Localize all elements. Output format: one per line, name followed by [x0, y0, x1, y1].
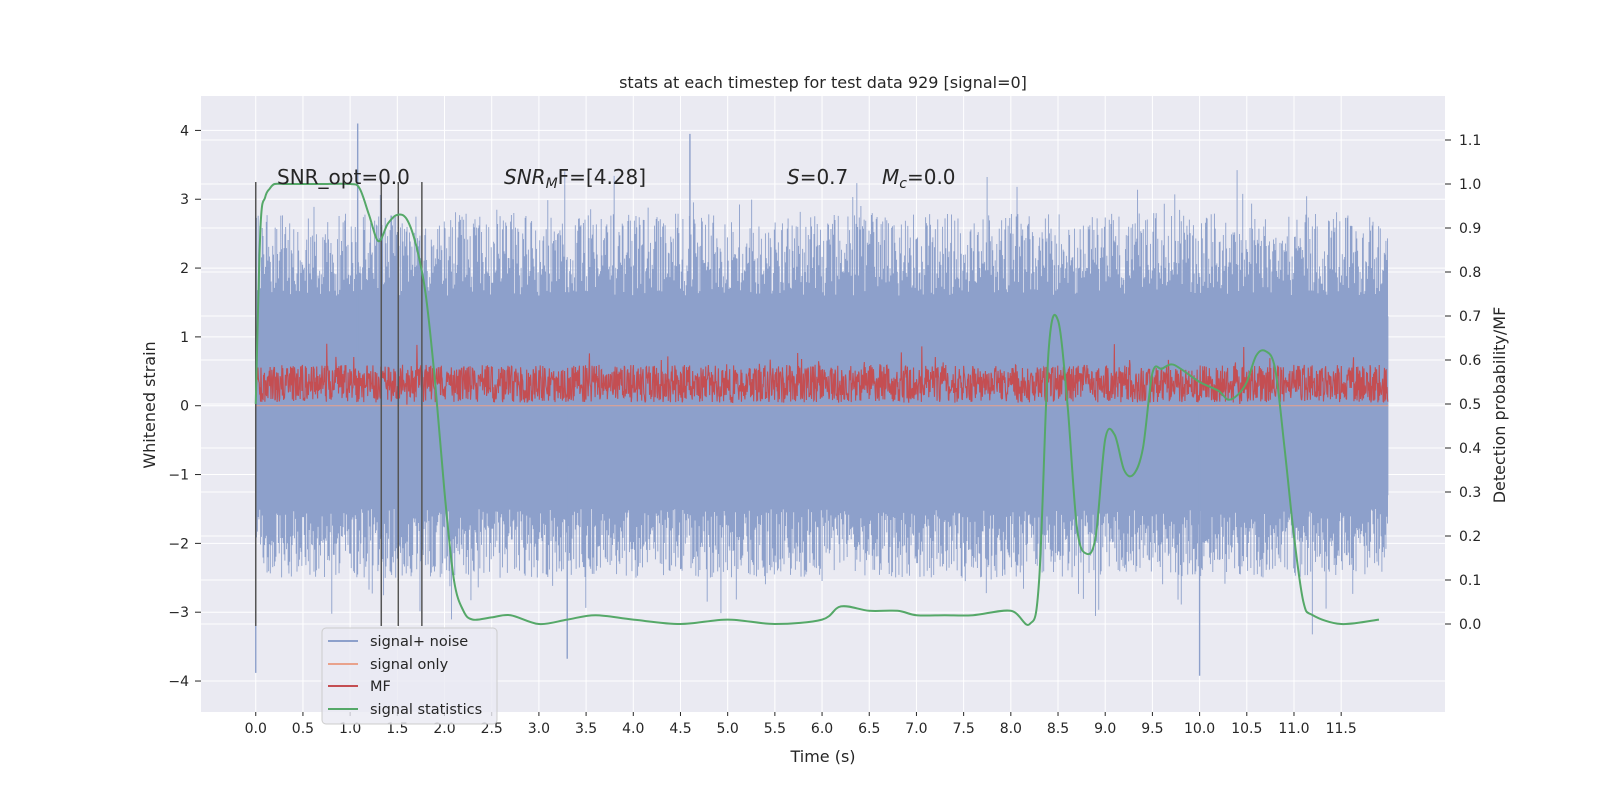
x-tick-label: 9.5 [1141, 721, 1163, 737]
mf-trace [255, 343, 1389, 405]
signal-statistics-line [254, 182, 1380, 626]
x-tick-label: 6.0 [811, 721, 833, 737]
y2-tick-label: 0.7 [1459, 309, 1481, 325]
annotation-snr-mf-symbol: SNR [504, 165, 546, 189]
x-tick-label: 0.5 [292, 721, 314, 737]
y-tick-label: 2 [180, 261, 189, 277]
y2-tick-label: 0.9 [1459, 221, 1481, 237]
x-tick-label: 3.0 [528, 721, 550, 737]
annotation-s-symbol: S [787, 165, 800, 189]
x-tick-label: 11.0 [1278, 721, 1309, 737]
y-tick-label: −4 [168, 674, 189, 690]
legend-label-mf: MF [370, 679, 391, 695]
y-axis-label: Whitened strain [140, 341, 159, 468]
annotation-snr-mf-subscript: M [546, 176, 558, 192]
y2-tick-label: 0.2 [1459, 529, 1481, 545]
annotation-s: S=0.7 [787, 165, 848, 189]
y-tick-label: 0 [180, 399, 189, 415]
x-axis-label: Time (s) [789, 747, 855, 766]
x-tick-label: 4.5 [669, 721, 691, 737]
x-tick-label: 4.0 [622, 721, 644, 737]
x-tick-label: 1.5 [386, 721, 408, 737]
y2-tick-label: 0.3 [1459, 485, 1481, 501]
legend-label-signal-plus-noise: signal+ noise [370, 634, 468, 650]
x-tick-label: 7.5 [953, 721, 975, 737]
x-tick-label: 2.5 [481, 721, 503, 737]
y2-tick-label: 0.4 [1459, 441, 1481, 457]
vertical-markers [254, 182, 423, 626]
annotation-snr-opt: SNR_opt=0.0 [277, 165, 410, 189]
legend: signal+ noise signal only MF signal stat… [321, 627, 498, 725]
annotation-mc-symbol: M [882, 165, 899, 189]
tick-labels: 0.0 0.5 1.0 1.5 2.0 2.5 3.0 3.5 4.0 4.5 5.0 5.5 6.0 6… [168, 123, 1481, 737]
legend-label-signal-statistics: signal statistics [370, 702, 482, 718]
legend-label-signal-only: signal only [370, 657, 449, 673]
x-tick-label: 7.0 [905, 721, 927, 737]
annotation-mc: Mc=0.0 [882, 165, 956, 192]
annotations: SNR_opt=0.0 SNRMF=[4.28] S=0.7 Mc=0.0 [277, 165, 956, 192]
x-tick-label: 5.0 [717, 721, 739, 737]
y2-tick-label: 0.5 [1459, 397, 1481, 413]
series-mf [255, 343, 1389, 405]
x-tick-label: 11.5 [1326, 721, 1357, 737]
y2-tick-label: 0.0 [1459, 617, 1481, 633]
x-tick-label: 3.5 [575, 721, 597, 737]
y2-tick-label: 1.0 [1459, 177, 1481, 193]
x-tick-label: 8.0 [1000, 721, 1022, 737]
x-tick-label: 5.5 [764, 721, 786, 737]
annotation-mc-subscript: c [899, 176, 907, 192]
x-tick-label: 10.0 [1184, 721, 1215, 737]
y-tick-label: 3 [180, 192, 189, 208]
y2-tick-label: 1.1 [1459, 133, 1481, 149]
x-tick-label: 0.0 [245, 721, 267, 737]
annotation-snr-mf-value: F=[4.28] [558, 165, 646, 189]
x-tick-label: 1.0 [339, 721, 361, 737]
annotation-snr-mf: SNRMF=[4.28] [504, 165, 646, 192]
series-signal-statistics [254, 182, 1380, 626]
y-tick-label: −1 [168, 468, 189, 484]
annotation-mc-value: =0.0 [907, 165, 956, 189]
y-tick-label: −2 [168, 536, 189, 552]
y-tick-label: 4 [180, 123, 189, 139]
x-tick-label: 8.5 [1047, 721, 1069, 737]
x-tick-label: 6.5 [858, 721, 880, 737]
y-tick-label: −3 [168, 605, 189, 621]
x-tick-label: 9.0 [1094, 721, 1116, 737]
y2-axis-label: Detection probability/MF [1490, 307, 1509, 504]
chart-title: stats at each timestep for test data 929… [619, 73, 1027, 92]
y2-tick-label: 0.6 [1459, 353, 1481, 369]
legend-box [321, 627, 498, 725]
y2-tick-label: 0.1 [1459, 573, 1481, 589]
annotation-s-value: =0.7 [800, 165, 849, 189]
x-tick-label: 10.5 [1231, 721, 1262, 737]
y-tick-label: 1 [180, 330, 189, 346]
x-tick-label: 2.0 [433, 721, 455, 737]
y2-tick-label: 0.8 [1459, 265, 1481, 281]
